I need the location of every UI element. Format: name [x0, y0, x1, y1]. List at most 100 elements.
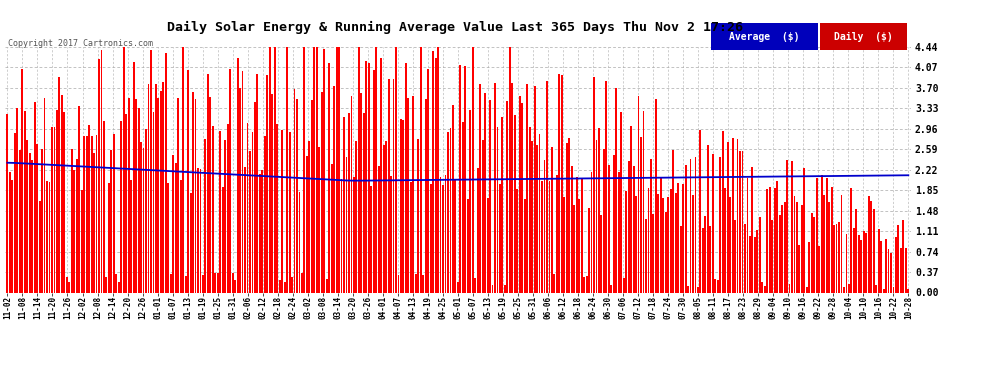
Bar: [860, 240, 862, 292]
Bar: [749, 236, 750, 292]
Bar: [462, 122, 463, 292]
Bar: [556, 175, 557, 292]
Bar: [576, 177, 577, 292]
Bar: [804, 168, 805, 292]
Bar: [245, 167, 246, 292]
Bar: [546, 81, 547, 292]
Bar: [22, 69, 23, 292]
Bar: [148, 84, 149, 292]
Bar: [764, 285, 765, 292]
Bar: [534, 86, 536, 292]
Bar: [210, 98, 211, 292]
Bar: [834, 225, 835, 292]
Bar: [81, 190, 82, 292]
Bar: [522, 103, 523, 292]
Bar: [177, 98, 179, 292]
Bar: [700, 130, 701, 292]
Bar: [593, 77, 595, 292]
Bar: [259, 174, 260, 292]
Bar: [185, 276, 186, 292]
Bar: [905, 248, 907, 292]
Bar: [816, 178, 818, 292]
Bar: [809, 242, 810, 292]
Bar: [863, 231, 864, 292]
Bar: [329, 63, 330, 292]
Bar: [603, 149, 605, 292]
Bar: [14, 133, 16, 292]
Bar: [400, 119, 402, 292]
Bar: [53, 126, 55, 292]
Bar: [375, 47, 377, 292]
Bar: [240, 88, 241, 292]
Bar: [675, 192, 676, 292]
Bar: [477, 168, 478, 292]
Bar: [301, 273, 303, 292]
Bar: [497, 128, 498, 292]
Bar: [217, 273, 219, 292]
Bar: [598, 128, 600, 292]
Bar: [655, 99, 656, 292]
Bar: [819, 246, 820, 292]
Bar: [415, 274, 417, 292]
Bar: [418, 139, 419, 292]
Bar: [502, 117, 503, 292]
Bar: [870, 201, 872, 292]
Bar: [141, 142, 142, 292]
Bar: [316, 47, 318, 292]
Bar: [665, 212, 666, 292]
Bar: [19, 150, 21, 292]
Bar: [858, 235, 859, 292]
Bar: [504, 285, 506, 292]
Bar: [182, 47, 184, 292]
Bar: [791, 161, 793, 292]
Bar: [133, 62, 135, 292]
Bar: [509, 47, 511, 292]
Bar: [459, 64, 461, 292]
Bar: [266, 75, 268, 292]
Bar: [12, 180, 13, 292]
Bar: [346, 157, 347, 292]
Bar: [707, 145, 709, 292]
Bar: [160, 91, 161, 292]
Bar: [601, 215, 602, 292]
Bar: [558, 74, 560, 292]
Bar: [220, 131, 221, 292]
Bar: [806, 288, 808, 292]
Bar: [212, 126, 214, 292]
Bar: [172, 155, 174, 292]
Bar: [895, 237, 897, 292]
Bar: [73, 170, 75, 292]
Bar: [155, 84, 156, 292]
Bar: [251, 132, 253, 292]
Bar: [425, 99, 427, 292]
Bar: [873, 209, 874, 292]
Bar: [215, 273, 216, 292]
Bar: [626, 191, 627, 292]
Bar: [380, 57, 382, 292]
Bar: [464, 66, 466, 292]
Bar: [687, 286, 689, 292]
Bar: [801, 205, 803, 292]
Bar: [452, 105, 453, 292]
Bar: [175, 163, 176, 292]
Bar: [492, 285, 493, 292]
Bar: [202, 275, 204, 292]
Bar: [29, 153, 31, 292]
Bar: [645, 219, 646, 292]
Bar: [730, 197, 731, 292]
Bar: [116, 274, 117, 292]
Bar: [786, 160, 788, 292]
Bar: [106, 277, 107, 292]
Bar: [249, 151, 250, 292]
Bar: [225, 140, 226, 292]
Bar: [111, 150, 112, 292]
Bar: [150, 50, 151, 292]
Bar: [17, 108, 18, 292]
Bar: [420, 47, 422, 292]
Bar: [621, 111, 622, 292]
Bar: [383, 145, 384, 292]
Bar: [321, 92, 323, 292]
Bar: [789, 285, 790, 292]
Bar: [821, 175, 823, 292]
Bar: [103, 121, 105, 292]
